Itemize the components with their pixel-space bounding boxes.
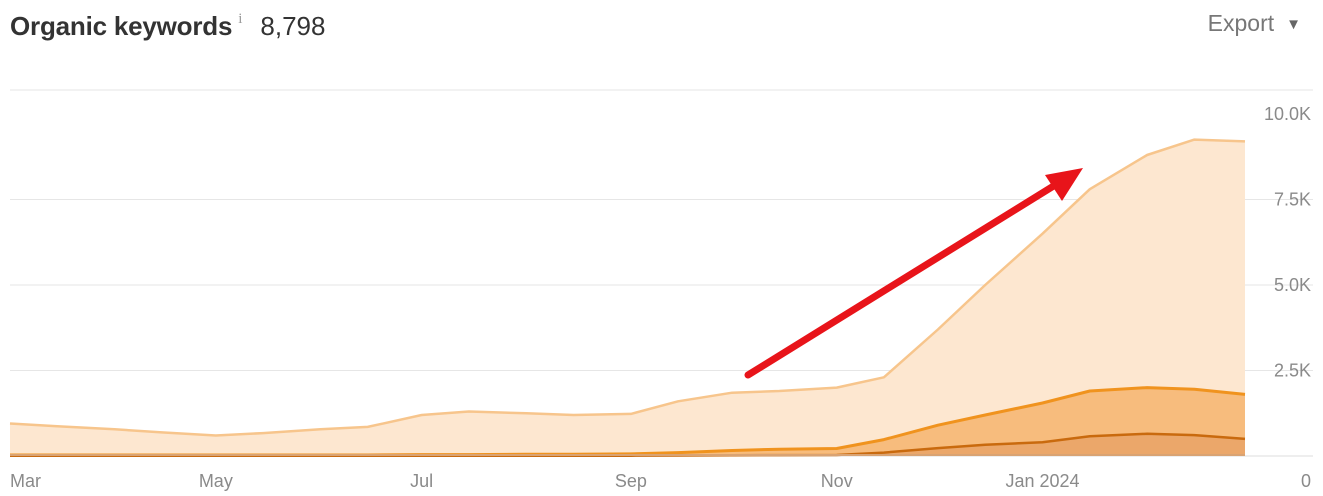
chevron-down-icon: ▼ (1286, 16, 1301, 33)
info-icon[interactable]: i (238, 10, 243, 27)
x-tick-label: Nov (821, 471, 853, 491)
series-areas (9, 138, 1246, 457)
y-tick-label: 2.5K (1274, 361, 1311, 381)
y-tick-label: 7.5K (1274, 190, 1311, 210)
series-area-2 (10, 387, 1245, 456)
x-tick-label: Mar (10, 471, 41, 491)
y-tick-label: 10.0K (1264, 104, 1311, 124)
export-label: Export (1207, 10, 1275, 36)
export-button[interactable]: Export ▼ (1208, 10, 1301, 37)
total-keywords-count: 8,798 (260, 10, 326, 41)
trend-arrow-head (1045, 168, 1083, 201)
widget-header: Organic keywords i 8,798 (10, 8, 325, 44)
y-tick-label: 5.0K (1274, 275, 1311, 295)
annotations (744, 168, 1083, 379)
y-tick-label: 0 (1301, 471, 1311, 491)
y-axis-ticks: 0 2.5K 5.0K 7.5K 10.0K (1264, 104, 1311, 491)
x-tick-label: Jul (410, 471, 433, 491)
x-tick-label: May (199, 471, 233, 491)
x-axis-ticks: Mar May Jul Sep Nov Jan 2024 (10, 471, 1080, 491)
trend-arrow-shaft (744, 178, 1064, 379)
series-line-1 (9, 138, 1246, 437)
series-area-3 (10, 433, 1245, 456)
widget-title: Organic keywords (10, 10, 233, 41)
series-area-1 (10, 139, 1245, 456)
x-tick-label: Jan 2024 (1006, 471, 1080, 491)
x-tick-label: Sep (615, 471, 647, 491)
